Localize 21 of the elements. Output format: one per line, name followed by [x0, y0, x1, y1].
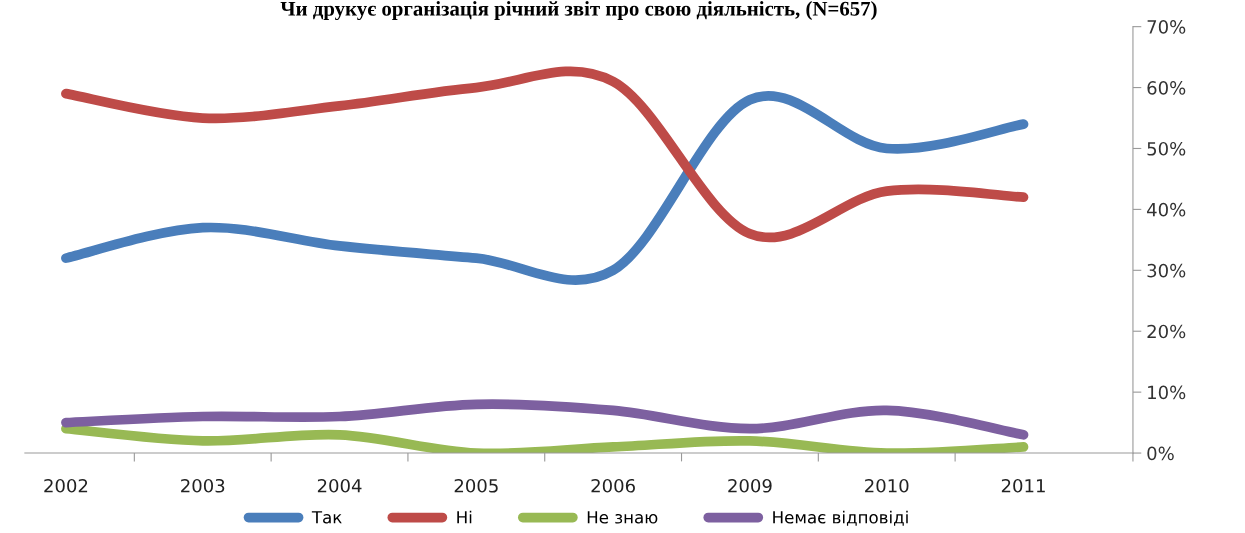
y-tick-label: 30% [1147, 263, 1186, 278]
x-tick-label: 2011 [1001, 478, 1045, 493]
y-tick-label: 60% [1147, 81, 1186, 95]
x-tick-label: 2009 [728, 478, 772, 493]
x-tick-label: 2006 [591, 478, 635, 493]
x-tick-label: 2004 [317, 478, 362, 493]
legend-label: Ні [457, 510, 472, 524]
y-tick-label: 50% [1147, 141, 1186, 156]
x-tick-label: 2005 [454, 478, 498, 493]
y-tick-label: 0% [1147, 446, 1174, 461]
x-tick-label: 2010 [865, 478, 909, 493]
y-tick-label: 20% [1147, 324, 1186, 339]
y-tick-label: 10% [1148, 385, 1186, 400]
x-tick-label: 2002 [44, 478, 88, 493]
legend-label: Так [311, 511, 342, 524]
legend-label: Немає відповіді [773, 510, 908, 526]
y-tick-label: 40% [1147, 202, 1186, 217]
y-tick-label: 70% [1147, 20, 1186, 34]
x-tick-label: 2003 [181, 478, 225, 493]
legend-label: Не знаю [587, 511, 658, 524]
chart-title: Чи друкує організація річний звіт про свою діяльність, (N=657) [280, 1, 877, 21]
